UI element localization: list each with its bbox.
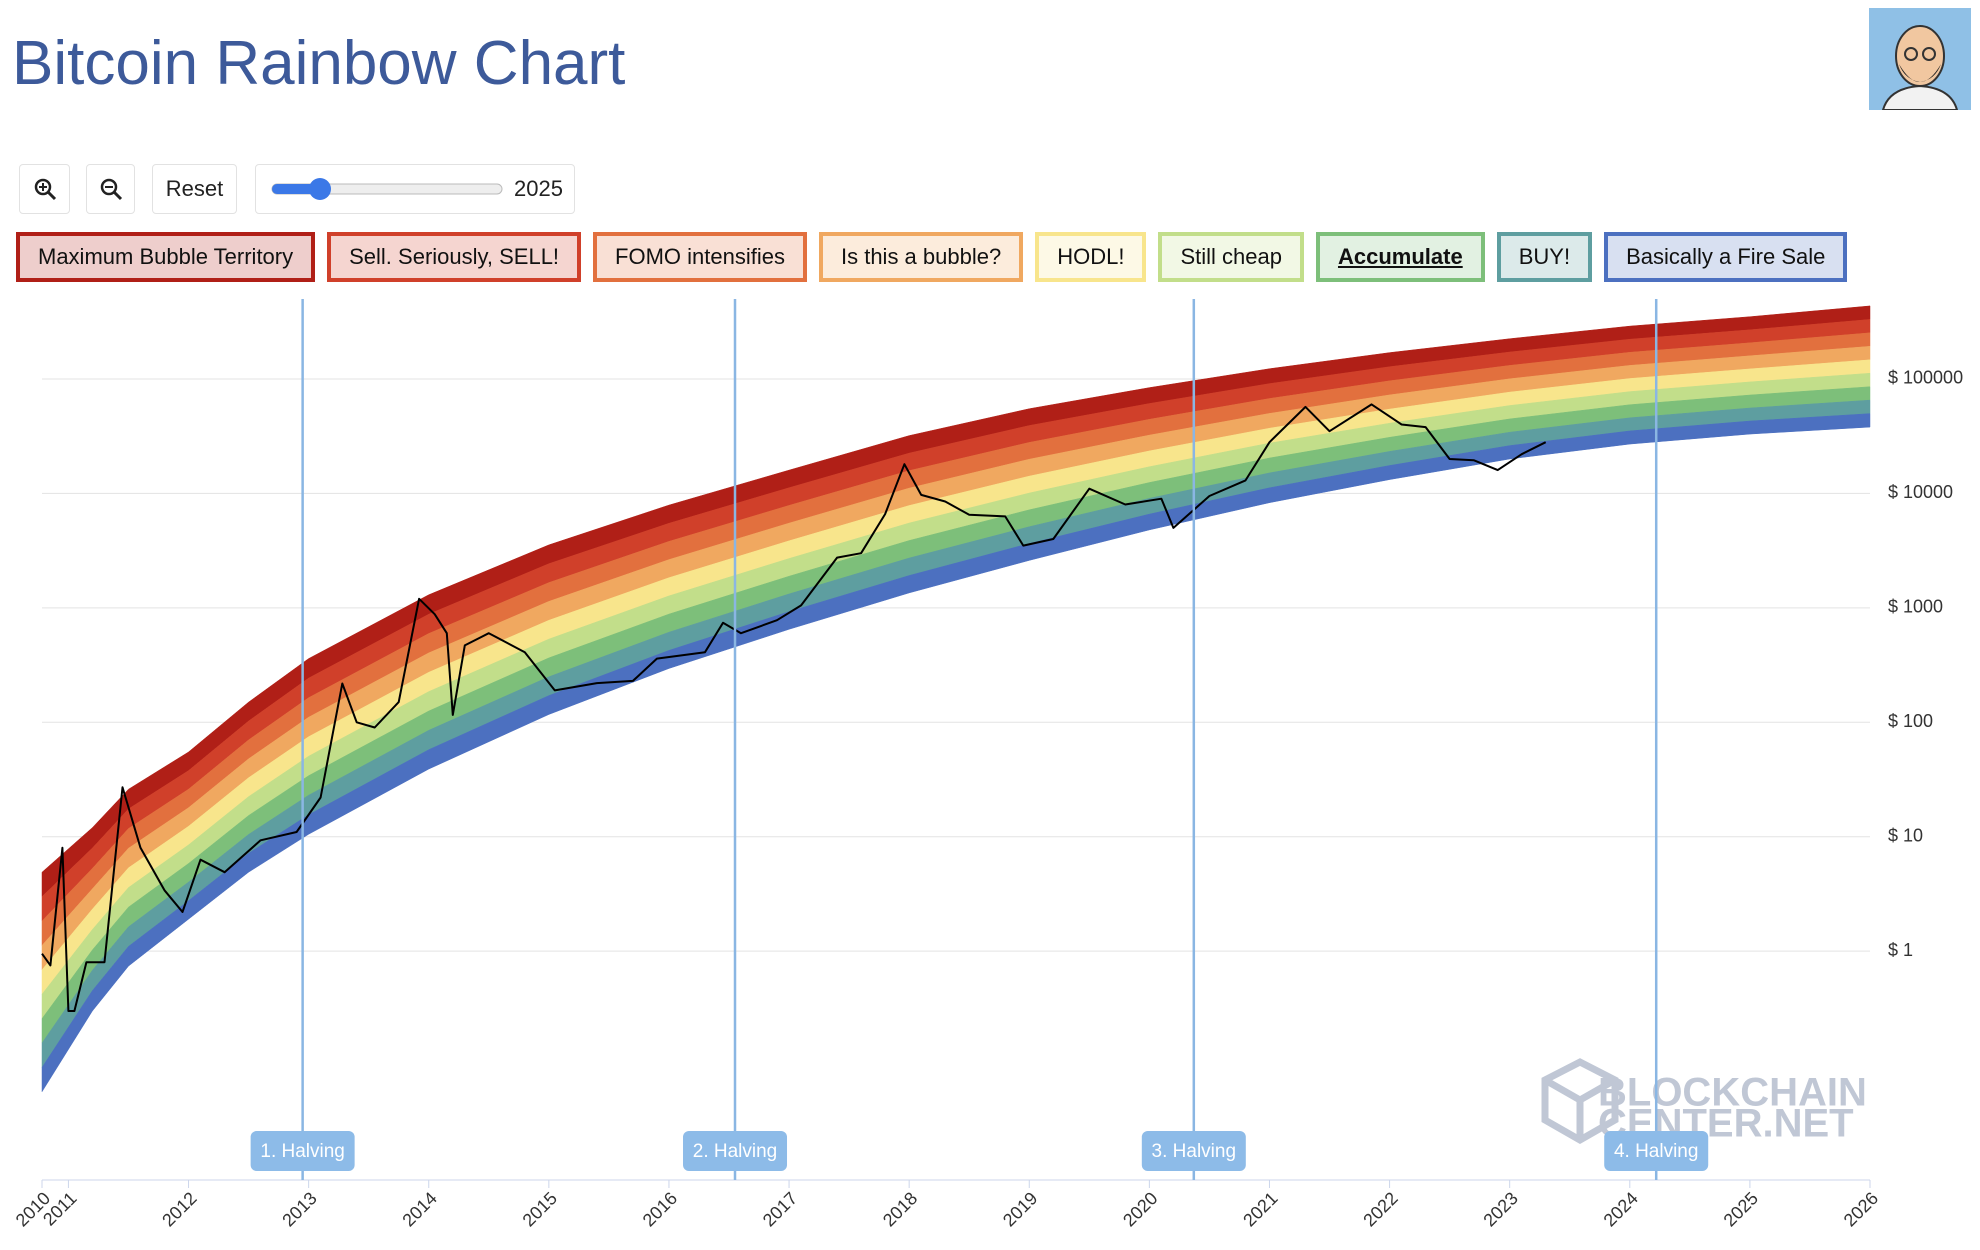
watermark-logo — [1541, 1058, 1619, 1145]
legend-button[interactable]: Basically a Fire Sale — [1604, 232, 1848, 282]
y-tick-label: $ 10 — [1888, 825, 1923, 845]
y-tick-label: $ 100 — [1888, 711, 1933, 731]
watermark-text: BLOCKCHAIN — [1598, 1071, 1867, 1115]
x-tick-label: 2021 — [1239, 1188, 1281, 1230]
y-tick-label: $ 100000 — [1888, 368, 1963, 388]
reset-button[interactable]: Reset — [152, 164, 237, 214]
x-tick-label: 2020 — [1119, 1188, 1161, 1230]
legend-button[interactable]: FOMO intensifies — [593, 232, 807, 282]
slider[interactable] — [270, 174, 506, 204]
legend-button[interactable]: Is this a bubble? — [818, 232, 1024, 282]
slider-value: 2025 — [514, 176, 563, 201]
halving-label: 3. Halving — [1152, 1141, 1237, 1162]
x-tick-label: 2013 — [278, 1188, 320, 1230]
y-tick-label: $ 1 — [1888, 940, 1913, 960]
x-tick-label: 2014 — [398, 1188, 440, 1230]
x-tick-label: 2018 — [879, 1188, 921, 1230]
x-tick-label: 2025 — [1720, 1188, 1762, 1230]
x-tick-label: 2015 — [519, 1188, 561, 1230]
x-tick-label: 2022 — [1359, 1188, 1401, 1230]
x-tick-label: 2012 — [158, 1188, 200, 1230]
halving-label-box — [1141, 1131, 1246, 1171]
legend-button[interactable]: HODL! — [1035, 232, 1147, 282]
legend-button[interactable]: BUY! — [1496, 232, 1593, 282]
x-tick-label: 2017 — [759, 1188, 801, 1230]
halving-label: 2. Halving — [693, 1141, 778, 1162]
halving-label-box — [683, 1131, 788, 1171]
y-tick-label: $ 10000 — [1888, 482, 1953, 502]
zoom-out-button[interactable] — [86, 164, 135, 214]
halving-label-box — [1604, 1131, 1709, 1171]
halving-label: 1. Halving — [260, 1141, 345, 1162]
legend-button[interactable]: Maximum Bubble Territory — [16, 232, 316, 282]
rainbow-band — [41, 413, 1871, 1093]
halving-label: 4. Halving — [1614, 1141, 1699, 1162]
x-tick-label: 2019 — [999, 1188, 1041, 1230]
slider-box: 2025 — [255, 164, 575, 214]
page-title: Bitcoin Rainbow Chart — [12, 29, 626, 98]
legend-button[interactable]: Sell. Seriously, SELL! — [327, 232, 582, 282]
avatar — [1869, 8, 1971, 110]
x-tick-label: 2016 — [639, 1188, 681, 1230]
legend-button[interactable]: Accumulate — [1315, 232, 1485, 282]
y-tick-label: $ 1000 — [1888, 597, 1943, 617]
zoom-in-button[interactable] — [19, 164, 70, 214]
x-tick-label: 2024 — [1600, 1188, 1642, 1230]
x-tick-label: 2023 — [1479, 1188, 1521, 1230]
x-tick-label: 2026 — [1840, 1188, 1882, 1230]
price-line — [41, 403, 1547, 1012]
halving-label-box — [250, 1131, 355, 1171]
legend: Maximum Bubble Territory Sell. Seriously,… — [16, 232, 1848, 282]
legend-button[interactable]: Still cheap — [1158, 232, 1304, 282]
